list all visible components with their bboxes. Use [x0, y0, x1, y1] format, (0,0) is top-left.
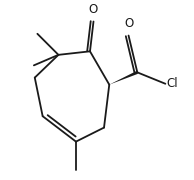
Text: O: O: [89, 3, 98, 16]
Polygon shape: [109, 71, 138, 85]
Text: O: O: [124, 17, 133, 30]
Text: Cl: Cl: [167, 77, 178, 90]
